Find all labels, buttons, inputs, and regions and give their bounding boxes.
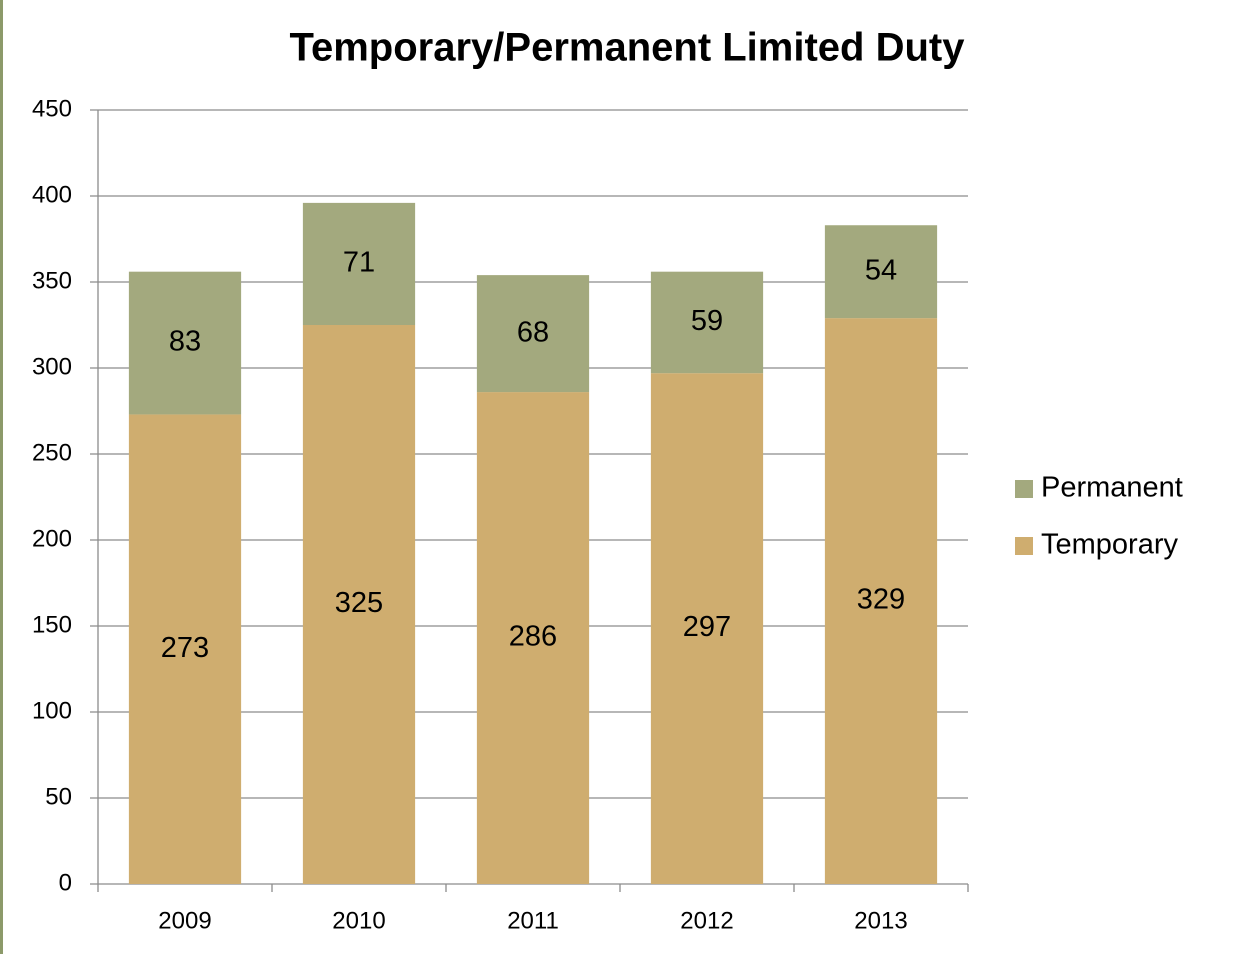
bar-segment	[824, 318, 938, 884]
y-tick-label: 200	[32, 525, 72, 552]
bar-segment	[128, 271, 242, 415]
data-label: 325	[335, 587, 383, 619]
data-label: 273	[161, 632, 209, 664]
bar-segment	[476, 392, 590, 884]
bar-segment	[824, 225, 938, 319]
legend-swatch	[1015, 480, 1033, 498]
y-tick-label: 250	[32, 439, 72, 466]
data-label: 71	[343, 247, 375, 279]
bar-segment	[650, 373, 764, 884]
x-tick-label: 2010	[332, 907, 385, 934]
x-tick-label: 2013	[854, 907, 907, 934]
y-tick-label: 0	[59, 869, 72, 896]
data-label: 83	[169, 326, 201, 358]
y-tick-label: 350	[32, 267, 72, 294]
y-tick-label: 150	[32, 611, 72, 638]
x-tick-label: 2012	[680, 907, 733, 934]
y-tick-label: 450	[32, 95, 72, 122]
data-label: 286	[509, 621, 557, 653]
y-tick-label: 300	[32, 353, 72, 380]
legend-label: Temporary	[1041, 529, 1178, 561]
bar-segment	[302, 325, 416, 884]
x-tick-label: 2009	[158, 907, 211, 934]
bar-segment	[302, 202, 416, 325]
data-label: 329	[857, 584, 905, 616]
legend-swatch	[1015, 537, 1033, 555]
data-label: 68	[517, 316, 549, 348]
data-label: 59	[691, 305, 723, 337]
page-edge	[0, 0, 3, 954]
y-tick-label: 50	[45, 783, 72, 810]
y-tick-label: 400	[32, 181, 72, 208]
legend-label: Permanent	[1041, 472, 1183, 504]
y-tick-label: 100	[32, 697, 72, 724]
data-label: 297	[683, 611, 731, 643]
bar-segment	[476, 275, 590, 393]
bar-segment	[650, 271, 764, 374]
bar-segment	[128, 414, 242, 884]
x-tick-label: 2011	[507, 907, 559, 934]
chart-title: Temporary/Permanent Limited Duty	[290, 26, 966, 70]
data-label: 54	[865, 254, 897, 286]
